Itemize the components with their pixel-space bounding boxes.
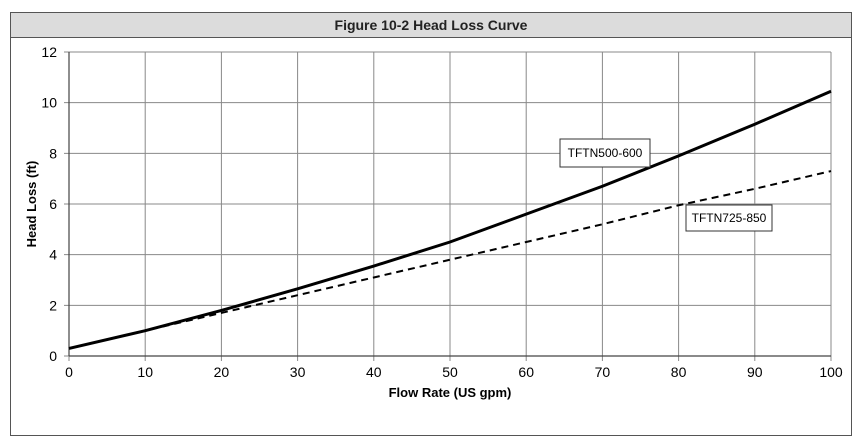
x-tick-label: 20 xyxy=(214,364,230,380)
chart-title: Figure 10-2 Head Loss Curve xyxy=(11,13,851,38)
x-tick-label: 100 xyxy=(819,364,843,380)
x-axis-label: Flow Rate (US gpm) xyxy=(389,385,512,400)
y-tick-label: 4 xyxy=(49,247,57,263)
series-line-tftn500-600 xyxy=(68,89,832,350)
series-label: TFTN500-600 xyxy=(568,146,643,160)
y-tick-label: 6 xyxy=(49,196,57,212)
x-tick-label: 50 xyxy=(442,364,458,380)
y-tick-label: 0 xyxy=(49,348,57,364)
series-label-box xyxy=(559,138,651,168)
series-label: TFTN725-850 xyxy=(692,211,767,225)
x-tick-label: 40 xyxy=(366,364,382,380)
figure-frame: Figure 10-2 Head Loss Curve xyxy=(10,12,852,436)
x-tick-label: 0 xyxy=(65,364,73,380)
x-tick-label: 70 xyxy=(595,364,611,380)
x-tick-label: 30 xyxy=(290,364,306,380)
x-tick-label: 90 xyxy=(747,364,763,380)
x-tick-label: 10 xyxy=(137,364,153,380)
y-tick-label: 8 xyxy=(49,145,57,161)
y-tick-label: 2 xyxy=(49,297,57,313)
series-line-tftn725-850 xyxy=(68,170,832,350)
y-axis-label: Head Loss (ft) xyxy=(24,161,39,248)
x-tick-label: 80 xyxy=(671,364,687,380)
x-tick-label: 60 xyxy=(518,364,534,380)
y-tick-label: 12 xyxy=(41,44,57,60)
series-label-box xyxy=(685,204,773,232)
y-tick-label: 10 xyxy=(41,95,57,111)
